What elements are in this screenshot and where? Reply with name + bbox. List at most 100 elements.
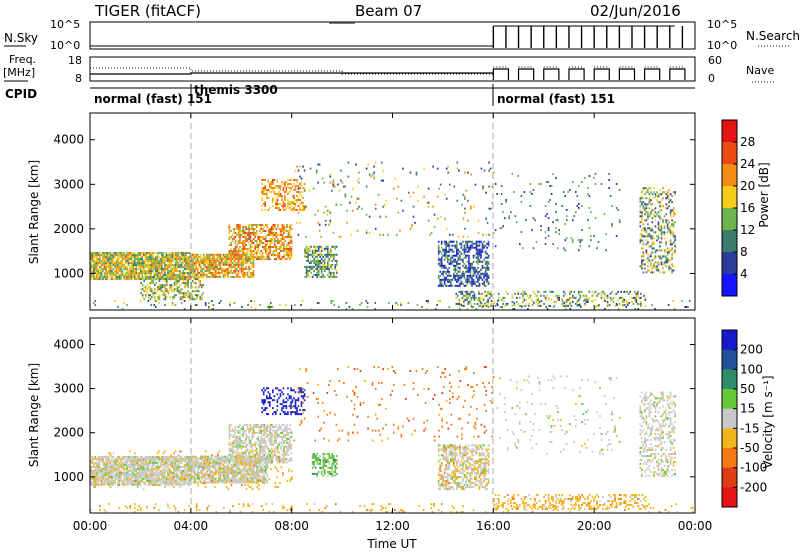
range-cell	[477, 280, 479, 283]
range-cell	[437, 252, 440, 255]
range-cell	[285, 191, 288, 193]
range-cell	[249, 240, 252, 242]
range-cell	[520, 231, 523, 234]
range-cell	[656, 213, 658, 216]
range-cell	[307, 271, 309, 274]
range-cell	[671, 265, 673, 268]
range-cell	[379, 215, 381, 218]
range-cell	[447, 242, 449, 245]
range-cell	[440, 256, 443, 259]
range-cell	[100, 276, 103, 279]
range-cell	[94, 467, 97, 470]
range-cell	[578, 203, 580, 205]
range-cell	[135, 258, 137, 261]
range-cell	[478, 278, 481, 281]
range-cell	[97, 258, 100, 261]
range-cell	[114, 266, 116, 269]
range-cell	[102, 461, 104, 464]
range-cell	[454, 260, 457, 263]
range-cell	[196, 465, 199, 468]
range-cell	[336, 253, 338, 256]
range-cell	[222, 267, 225, 270]
range-cell	[188, 294, 191, 297]
range-cell	[196, 290, 198, 293]
range-cell	[243, 230, 246, 232]
range-cell	[212, 308, 215, 310]
range-cell	[191, 290, 194, 293]
range-cell	[359, 304, 361, 306]
range-cell	[291, 185, 294, 188]
range-cell	[173, 465, 175, 468]
range-cell	[106, 455, 109, 458]
range-cell	[135, 459, 137, 462]
range-cell	[118, 461, 121, 464]
range-cell	[333, 245, 335, 248]
range-cell	[124, 258, 127, 261]
range-cell	[516, 296, 518, 299]
range-cell	[153, 266, 156, 269]
range-cell	[180, 264, 183, 267]
range-cell	[299, 183, 301, 185]
range-cell	[278, 246, 281, 248]
range-cell	[283, 236, 285, 238]
range-cell	[598, 304, 600, 306]
range-cell	[186, 260, 189, 263]
range-cell	[659, 205, 661, 208]
range-cell	[459, 266, 461, 269]
range-cell	[255, 226, 258, 228]
range-cell	[639, 233, 642, 236]
range-cell	[477, 258, 479, 261]
range-cell	[182, 294, 185, 297]
range-cell	[308, 275, 311, 278]
range-cell	[477, 270, 479, 273]
range-cell	[189, 483, 192, 486]
range-cell	[657, 221, 660, 224]
range-cell	[127, 278, 130, 281]
range-cell	[202, 261, 205, 264]
range-cell	[164, 274, 166, 277]
range-cell	[460, 246, 463, 249]
range-cell	[139, 469, 142, 472]
range-cell	[127, 481, 130, 484]
range-cell	[99, 477, 101, 480]
range-cell	[99, 260, 101, 263]
range-cell	[127, 258, 130, 261]
range-cell	[666, 195, 669, 198]
range-cell	[483, 276, 485, 279]
range-cell	[642, 247, 645, 250]
range-cell	[155, 467, 157, 470]
range-cell	[671, 209, 673, 212]
range-cell	[448, 262, 451, 265]
range-cell	[183, 260, 186, 263]
range-cell	[325, 247, 327, 250]
range-cell	[641, 261, 643, 264]
range-cell	[540, 304, 542, 307]
range-cell	[271, 228, 273, 230]
range-cell	[465, 240, 467, 243]
range-cell	[650, 265, 652, 268]
range-cell	[318, 163, 321, 166]
range-cell	[146, 467, 148, 470]
range-cell	[174, 481, 177, 484]
range-cell	[457, 250, 460, 253]
range-cell	[480, 276, 482, 279]
range-cell	[397, 304, 399, 306]
range-cell	[99, 467, 101, 470]
range-cell	[111, 270, 113, 273]
range-cell	[294, 205, 297, 207]
range-cell	[456, 268, 458, 271]
range-cell	[645, 243, 648, 246]
range-cell	[202, 257, 205, 260]
range-cell	[135, 262, 137, 265]
range-cell	[120, 264, 122, 267]
range-cell	[651, 237, 654, 240]
range-cell	[155, 266, 157, 269]
range-cell	[135, 270, 137, 273]
range-cell	[206, 255, 208, 258]
range-cell	[141, 272, 143, 275]
range-cell	[149, 473, 151, 476]
range-cell	[289, 248, 291, 250]
range-cell	[156, 455, 159, 458]
range-cell	[374, 207, 377, 210]
